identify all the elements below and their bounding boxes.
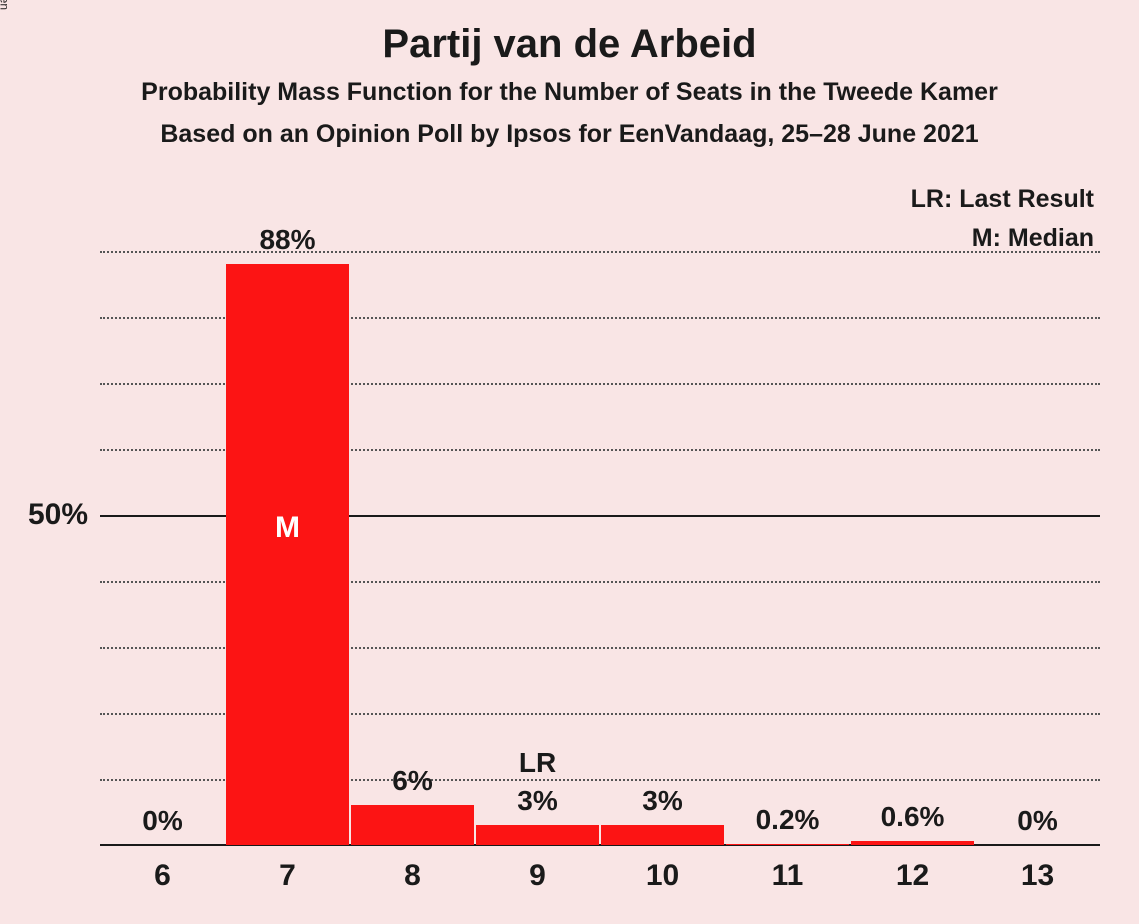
- bar-value-label: 6%: [392, 765, 432, 797]
- x-tick-label: 13: [1021, 859, 1054, 893]
- legend-median: M: Median: [972, 224, 1094, 253]
- bar: [726, 844, 849, 845]
- gridline-minor: [100, 251, 1100, 253]
- x-tick-label: 9: [529, 859, 546, 893]
- bar: [851, 841, 974, 845]
- chart-title: Partij van de Arbeid: [0, 22, 1139, 67]
- bar-value-label: 3%: [517, 785, 557, 817]
- x-tick-label: 6: [154, 859, 171, 893]
- x-tick-label: 10: [646, 859, 679, 893]
- median-marker: M: [275, 511, 300, 545]
- bar: [601, 825, 724, 845]
- bar-value-label: 0.6%: [881, 801, 945, 833]
- lr-marker: LR: [519, 747, 556, 779]
- copyright-text: © 2021 Filip van Laenen: [0, 0, 11, 10]
- x-tick-label: 12: [896, 859, 929, 893]
- bar: [351, 805, 474, 845]
- bar-value-label: 0%: [1017, 805, 1057, 837]
- x-tick-label: 7: [279, 859, 296, 893]
- bar-value-label: 0.2%: [756, 804, 820, 836]
- chart-plot-area: 0%688%M76%83%LR93%100.2%110.6%120%13LR: …: [100, 185, 1100, 845]
- bar: [476, 825, 599, 845]
- x-tick-label: 8: [404, 859, 421, 893]
- legend-lr: LR: Last Result: [911, 185, 1094, 214]
- bar-value-label: 88%: [259, 224, 315, 256]
- bar: [226, 264, 349, 845]
- bar-value-label: 0%: [142, 805, 182, 837]
- y-axis-label: 50%: [10, 498, 88, 532]
- chart-subtitle-1: Probability Mass Function for the Number…: [0, 78, 1139, 107]
- chart-subtitle-2: Based on an Opinion Poll by Ipsos for Ee…: [0, 120, 1139, 149]
- bar-value-label: 3%: [642, 785, 682, 817]
- x-tick-label: 11: [772, 859, 804, 893]
